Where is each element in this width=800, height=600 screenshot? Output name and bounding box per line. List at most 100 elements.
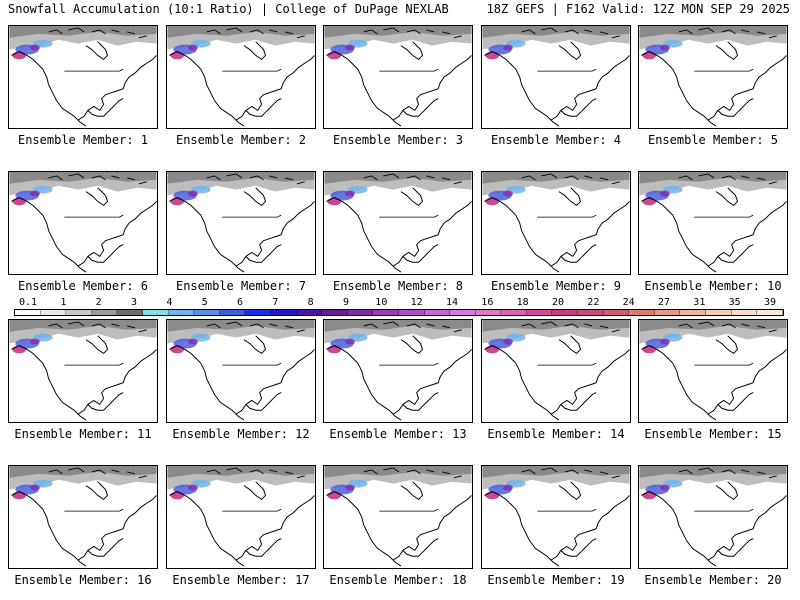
legend-swatch (270, 310, 297, 315)
snowfall-map (481, 25, 631, 129)
legend-tick-label: 20 (551, 297, 565, 308)
ensemble-member-label: Ensemble Member: 7 (175, 279, 307, 293)
legend-tick-label: 14 (445, 297, 459, 308)
ensemble-member-label: Ensemble Member: 13 (329, 427, 467, 441)
north-america-map (9, 26, 157, 127)
legend-tick-label: 10 (375, 297, 388, 308)
snowfall-map (323, 171, 473, 275)
legend-swatch (168, 310, 195, 315)
legend-swatch (322, 310, 348, 315)
north-america-map (9, 320, 157, 421)
north-america-map (324, 466, 472, 567)
model-run-info: 18Z GEFS | F162 Valid: 12Z MON SEP 29 20… (486, 2, 790, 16)
ensemble-member-label: Ensemble Member: 4 (490, 133, 622, 147)
ensemble-member-label: Ensemble Member: 9 (490, 279, 622, 293)
ensemble-member-label: Ensemble Member: 17 (172, 573, 310, 587)
snowfall-map (638, 25, 788, 129)
ensemble-member-label: Ensemble Member: 12 (172, 427, 310, 441)
snowfall-map (638, 319, 788, 423)
legend-tick-label: 3 (130, 297, 138, 308)
snowfall-map (323, 319, 473, 423)
legend-swatch (194, 310, 220, 315)
legend-swatch (526, 310, 553, 315)
legend-swatch (450, 310, 476, 315)
legend-swatch (578, 310, 604, 315)
snowfall-map (8, 465, 158, 569)
map-title: Snowfall Accumulation (10:1 Ratio) | Col… (8, 2, 449, 16)
legend-tick-label: 12 (410, 297, 423, 308)
legend-swatch (347, 310, 374, 315)
north-america-map (482, 172, 630, 273)
legend-tick-label: 1 (60, 297, 67, 308)
legend-tick-label: 6 (236, 297, 244, 308)
snowfall-map (8, 25, 158, 129)
legend-tick-label: 16 (481, 297, 494, 308)
ensemble-member-label: Ensemble Member: 18 (329, 573, 467, 587)
legend-swatch (15, 310, 41, 315)
legend-swatch (501, 310, 527, 315)
legend-tick-label: 9 (342, 297, 350, 308)
legend-swatch (731, 310, 758, 315)
legend-swatch (66, 310, 92, 315)
snowfall-map (323, 25, 473, 129)
north-america-map (639, 26, 787, 127)
legend-swatch (142, 310, 169, 315)
ensemble-member-label: Ensemble Member: 19 (487, 573, 625, 587)
legend-swatch (757, 310, 783, 315)
legend-tick-label: 0.1 (18, 297, 38, 308)
legend-tick-label: 4 (166, 297, 173, 308)
legend-swatch (706, 310, 732, 315)
north-america-map (9, 172, 157, 273)
legend-swatch (654, 310, 681, 315)
ensemble-member-label: Ensemble Member: 3 (332, 133, 464, 147)
snowfall-map (323, 465, 473, 569)
north-america-map (167, 320, 315, 421)
legend-tick-label: 7 (272, 297, 279, 308)
north-america-map (167, 466, 315, 567)
legend-tick-label: 22 (587, 297, 600, 308)
north-america-map (324, 26, 472, 127)
north-america-map (639, 320, 787, 421)
legend-tick-label: 2 (95, 297, 102, 308)
north-america-map (167, 26, 315, 127)
north-america-map (9, 466, 157, 567)
snowfall-map (8, 171, 158, 275)
ensemble-member-label: Ensemble Member: 11 (14, 427, 152, 441)
north-america-map (482, 466, 630, 567)
snowfall-map (166, 319, 316, 423)
legend-tick-labels: 0.1 1 2 3 4 5 6 7 8 9 10 12 14 16 18 20 22 24 27 31 35 39 (14, 297, 784, 309)
legend-swatch (245, 310, 271, 315)
ensemble-member-label: Ensemble Member: 14 (487, 427, 625, 441)
legend-color-bar (14, 309, 784, 316)
north-america-map (324, 320, 472, 421)
ensemble-member-label: Ensemble Member: 20 (644, 573, 782, 587)
snowfall-color-legend: 0.1 1 2 3 4 5 6 7 8 9 10 12 14 16 18 20 22 24 27 31 35 39 (14, 297, 784, 317)
legend-swatch (629, 310, 655, 315)
snowfall-map (481, 319, 631, 423)
north-america-map (482, 320, 630, 421)
legend-tick-label: 24 (622, 297, 635, 308)
legend-swatch (475, 310, 502, 315)
snowfall-map (166, 465, 316, 569)
ensemble-member-label: Ensemble Member: 8 (332, 279, 464, 293)
legend-tick-label: 8 (307, 297, 314, 308)
snowfall-map (481, 171, 631, 275)
ensemble-member-label: Ensemble Member: 15 (644, 427, 782, 441)
legend-swatch (296, 310, 323, 315)
legend-tick-label: 39 (763, 297, 777, 308)
legend-swatch (91, 310, 118, 315)
legend-tick-label: 5 (201, 297, 208, 308)
ensemble-member-label: Ensemble Member: 1 (17, 133, 149, 147)
ensemble-member-label: Ensemble Member: 2 (175, 133, 307, 147)
snowfall-map (638, 171, 788, 275)
snowfall-map (166, 25, 316, 129)
ensemble-member-label: Ensemble Member: 5 (647, 133, 779, 147)
legend-swatch (603, 310, 630, 315)
snowfall-map (481, 465, 631, 569)
legend-swatch (117, 310, 143, 315)
ensemble-member-label: Ensemble Member: 16 (14, 573, 152, 587)
ensemble-member-label: Ensemble Member: 10 (644, 279, 782, 293)
north-america-map (639, 466, 787, 567)
north-america-map (482, 26, 630, 127)
snowfall-map (638, 465, 788, 569)
